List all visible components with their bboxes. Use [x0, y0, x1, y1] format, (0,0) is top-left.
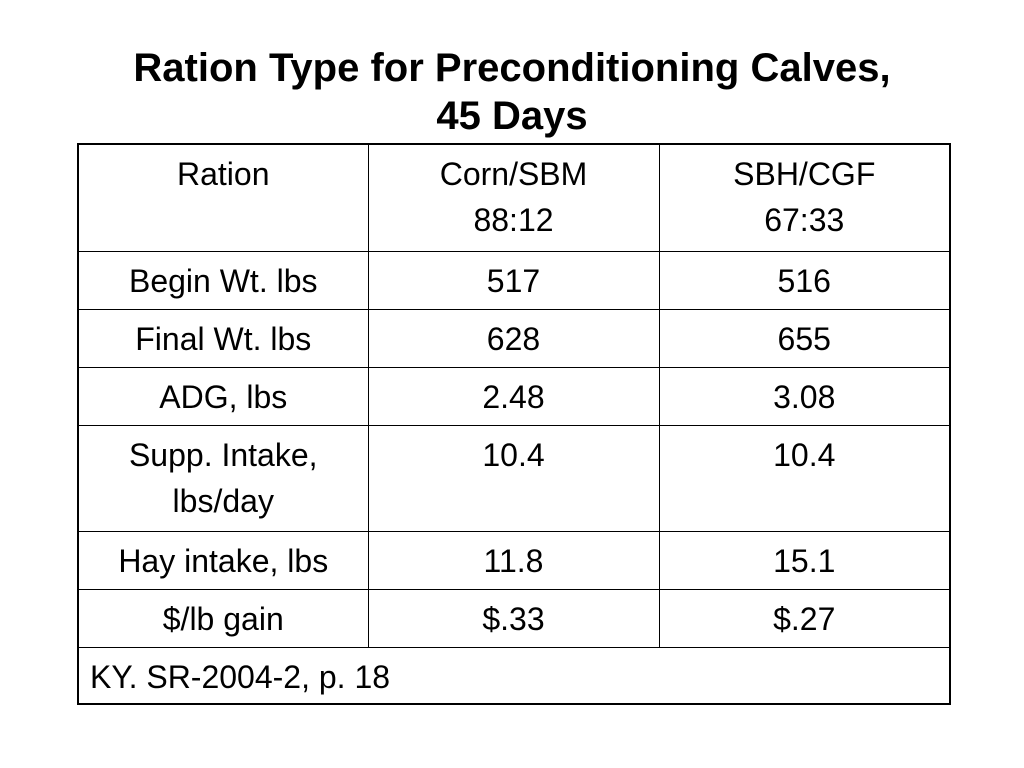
value-cell: 10.4	[658, 424, 951, 532]
table-row: Hay intake, lbs 11.8 15.1	[77, 530, 951, 590]
cell-value: 628	[486, 320, 541, 357]
value-cell: 517	[367, 250, 660, 310]
header-cell-corn-sbm: Corn/SBM 88:12	[367, 143, 660, 252]
row-label: Begin Wt. lbs	[128, 262, 318, 299]
row-label-cell: Hay intake, lbs	[77, 530, 369, 590]
row-label-cell: Final Wt. lbs	[77, 308, 369, 368]
cell-value: 10.4	[482, 436, 545, 473]
cell-value: 11.8	[483, 542, 544, 579]
cell-value: 2.48	[482, 378, 545, 415]
row-label: $/lb gain	[162, 600, 284, 637]
row-label-cell: ADG, lbs	[77, 366, 369, 426]
source-cell: KY. SR-2004-2, p. 18	[77, 646, 951, 705]
table-row: Final Wt. lbs 628 655	[77, 308, 951, 368]
value-cell: $.27	[658, 588, 951, 648]
row-label-cell: Begin Wt. lbs	[77, 250, 369, 310]
header-label: Ration	[177, 156, 270, 192]
value-cell: 655	[658, 308, 951, 368]
row-label-line-1: Supp. Intake,	[128, 436, 318, 473]
slide-title-line-1: Ration Type for Preconditioning Calves,	[133, 46, 891, 90]
header-col2-name: SBH/CGF	[733, 156, 876, 192]
cell-value: 15.1	[773, 542, 836, 579]
row-label: ADG, lbs	[159, 378, 288, 415]
ration-comparison-table: Ration Corn/SBM 88:12 SBH/CGF 67:33 Begi…	[77, 143, 951, 705]
value-cell: 10.4	[367, 424, 660, 532]
source-citation: KY. SR-2004-2, p. 18	[90, 658, 391, 695]
table-header-row: Ration Corn/SBM 88:12 SBH/CGF 67:33	[77, 143, 951, 252]
value-cell: 516	[658, 250, 951, 310]
source-row: KY. SR-2004-2, p. 18	[77, 646, 951, 705]
value-cell: 15.1	[658, 530, 951, 590]
value-cell: 2.48	[367, 366, 660, 426]
table-row: Begin Wt. lbs 517 516	[77, 250, 951, 310]
table-row: $/lb gain $.33 $.27	[77, 588, 951, 648]
cell-value: $.27	[773, 600, 836, 637]
cell-value: 516	[777, 262, 831, 299]
header-col1-name: Corn/SBM	[439, 156, 588, 192]
table-row: ADG, lbs 2.48 3.08	[77, 366, 951, 426]
row-label-cell: Supp. Intake, lbs/day	[77, 424, 369, 532]
row-label-cell: $/lb gain	[77, 588, 369, 648]
cell-value: 3.08	[773, 378, 836, 415]
row-label-line-2: lbs/day	[172, 482, 274, 519]
header-col1-ratio: 88:12	[473, 202, 554, 238]
header-cell-ration: Ration	[77, 143, 369, 252]
value-cell: $.33	[367, 588, 660, 648]
slide-title: Ration Type for Preconditioning Calves, …	[0, 44, 1024, 140]
cell-value: $.33	[482, 600, 545, 637]
header-col2-ratio: 67:33	[764, 202, 845, 238]
value-cell: 11.8	[367, 530, 660, 590]
cell-value: 517	[486, 262, 541, 299]
header-cell-sbh-cgf: SBH/CGF 67:33	[658, 143, 951, 252]
row-label: Final Wt. lbs	[135, 320, 312, 357]
value-cell: 628	[367, 308, 660, 368]
table-row: Supp. Intake, lbs/day 10.4 10.4	[77, 424, 951, 532]
cell-value: 655	[777, 320, 831, 357]
slide-title-line-2: 45 Days	[436, 94, 588, 138]
row-label: Hay intake, lbs	[118, 542, 329, 579]
value-cell: 3.08	[658, 366, 951, 426]
cell-value: 10.4	[773, 436, 836, 473]
